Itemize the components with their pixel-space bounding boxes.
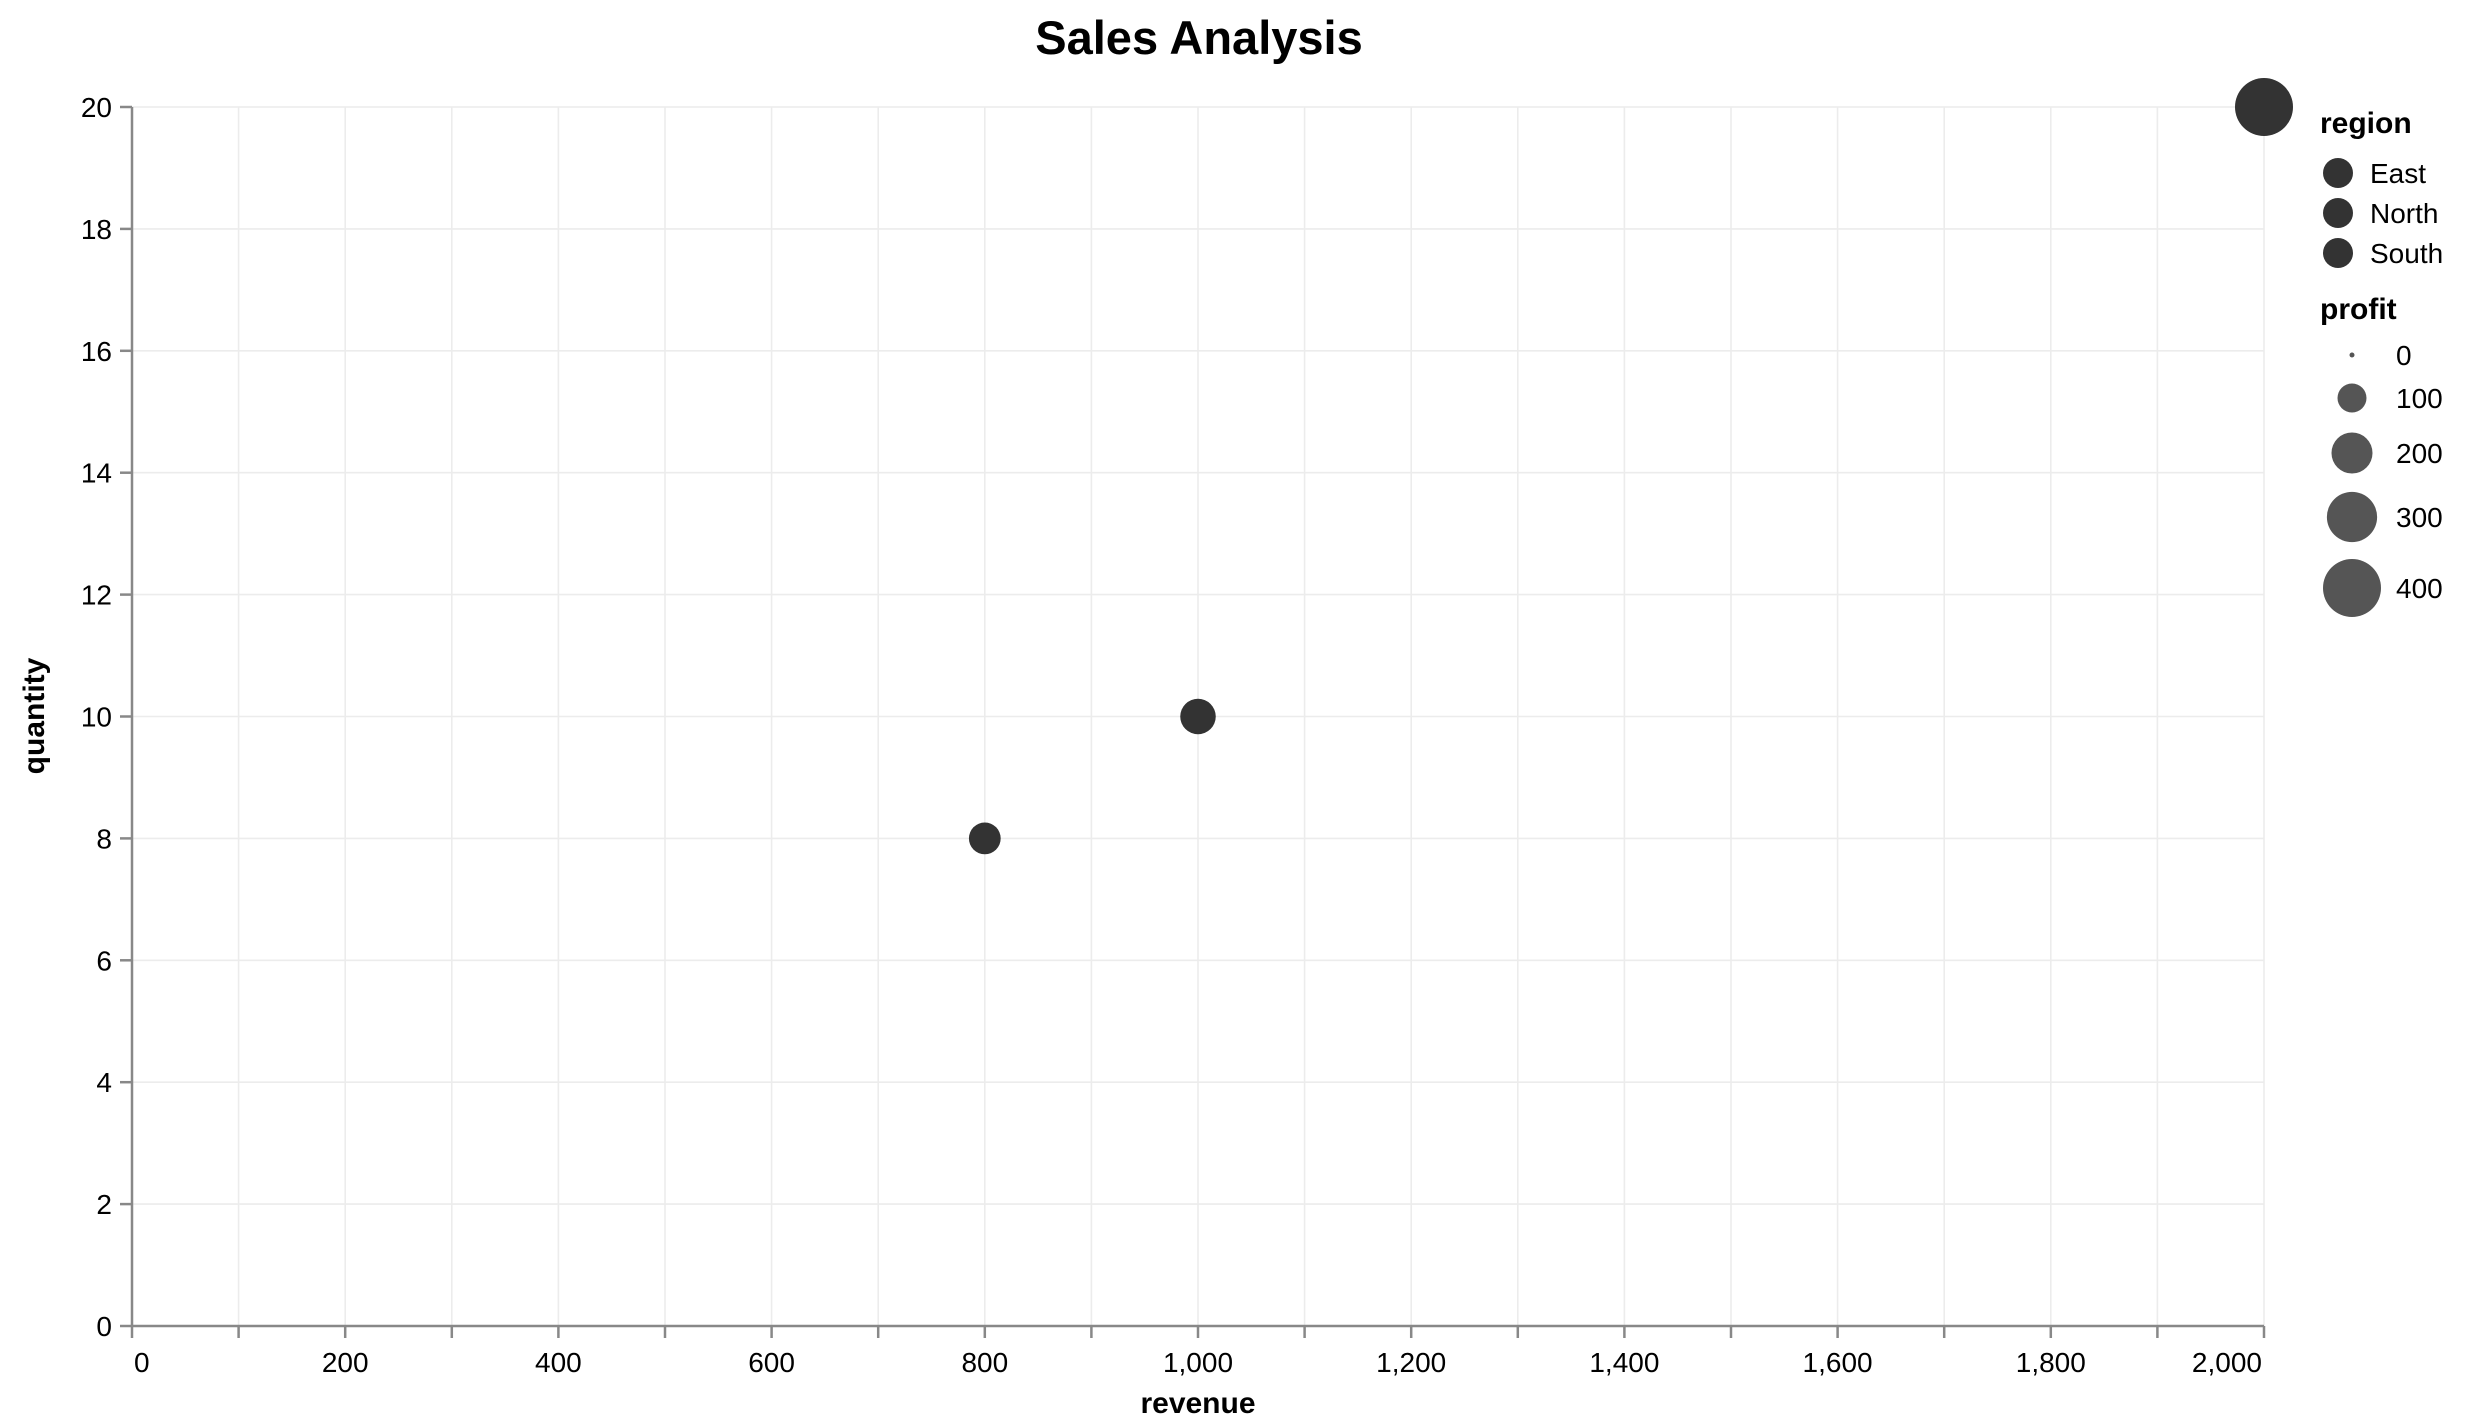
legend-swatch — [2323, 198, 2353, 228]
data-point — [2235, 78, 2293, 136]
x-tick-label: 1,400 — [1589, 1347, 1659, 1378]
y-tick-label: 16 — [81, 336, 112, 367]
y-tick-label: 14 — [81, 458, 112, 489]
legend-size-swatch — [2337, 383, 2367, 413]
x-tick-label: 800 — [961, 1347, 1008, 1378]
legend-size-label: 0 — [2396, 340, 2412, 371]
legend-swatch — [2323, 238, 2353, 268]
y-tick-label: 18 — [81, 214, 112, 245]
x-axis-title: revenue — [1140, 1387, 1255, 1416]
data-point — [968, 822, 1001, 855]
legend-size-swatch — [2323, 559, 2381, 617]
y-tick-label: 4 — [96, 1067, 112, 1098]
y-tick-label: 0 — [96, 1311, 112, 1342]
x-tick-label: 200 — [322, 1347, 369, 1378]
y-tick-label: 8 — [96, 823, 112, 854]
x-tick-label: 0 — [134, 1347, 150, 1378]
legend-label: North — [2370, 198, 2438, 229]
y-tick-label: 20 — [81, 92, 112, 123]
legend-label: East — [2370, 158, 2426, 189]
legend-size-label: 300 — [2396, 502, 2443, 533]
legend-title-region: region — [2320, 107, 2412, 140]
legend-size-label: 100 — [2396, 383, 2443, 414]
x-tick-label: 600 — [748, 1347, 795, 1378]
x-tick-label: 1,600 — [1803, 1347, 1873, 1378]
chart-title: Sales Analysis — [1035, 11, 1362, 64]
legend-size-swatch — [2331, 432, 2373, 474]
x-tick-label: 2,000 — [2192, 1347, 2262, 1378]
legend-size-swatch — [2349, 352, 2355, 358]
y-tick-label: 6 — [96, 945, 112, 976]
x-tick-label: 1,000 — [1163, 1347, 1233, 1378]
legend-size-swatch — [2326, 491, 2378, 543]
legend-size-label: 200 — [2396, 438, 2443, 469]
y-axis-title: quantity — [18, 657, 51, 774]
data-points — [968, 78, 2293, 855]
y-tick-label: 2 — [96, 1189, 112, 1220]
x-tick-label: 1,200 — [1376, 1347, 1446, 1378]
legend-swatch — [2323, 158, 2353, 188]
data-point — [1180, 698, 1216, 735]
legend: region East North South profit 0 100 200 300 400 — [2320, 107, 2443, 617]
legend-label: South — [2370, 238, 2443, 269]
y-tick-label: 12 — [81, 580, 112, 611]
x-tick-label: 1,800 — [2016, 1347, 2086, 1378]
y-tick-label: 10 — [81, 702, 112, 733]
x-tick-label: 400 — [535, 1347, 582, 1378]
legend-title-profit: profit — [2320, 293, 2397, 326]
legend-size-label: 400 — [2396, 573, 2443, 604]
axes: 0 200 400 600 800 1,000 1,200 1,400 1,600 1,800 2,… — [81, 92, 2266, 1378]
